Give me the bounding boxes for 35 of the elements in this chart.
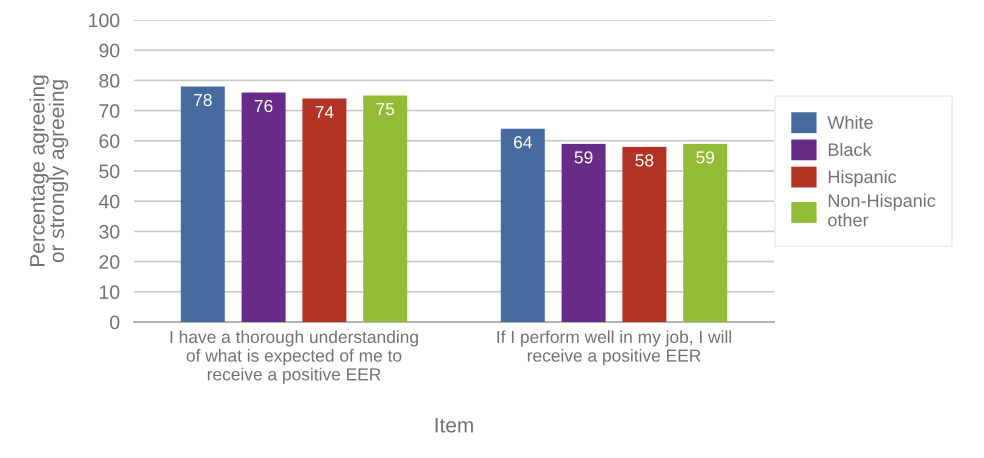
y-tick-label: 50 [99, 164, 120, 178]
data-label: 64 [514, 136, 532, 148]
x-tick-label: If I perform well in my job, I will receive a positive EER [497, 330, 732, 366]
legend-label: Non-Hispanic other [828, 194, 936, 227]
bar [180, 86, 225, 322]
y-tick-label: 90 [99, 44, 120, 58]
legend-label: Black [828, 142, 872, 156]
bar [622, 146, 666, 322]
y-tick-label: 80 [99, 74, 120, 88]
y-tick-label: 40 [98, 194, 120, 208]
data-label: 58 [635, 154, 654, 167]
data-label: 74 [316, 106, 334, 118]
legend-label: Hispanic [828, 170, 896, 187]
x-tick-label: I have a thorough understanding of what is expected of me to receive a positive EER [170, 330, 418, 384]
data-label: 75 [376, 103, 394, 116]
y-tick-label: 60 [99, 134, 120, 148]
y-tick-label: 0 [110, 315, 120, 330]
y-tick-label: 10 [100, 285, 120, 300]
bar [302, 98, 346, 322]
y-tick-label: 20 [99, 255, 120, 269]
data-label: 76 [254, 100, 272, 112]
data-label: 59 [696, 151, 714, 164]
bar [500, 128, 545, 322]
bar [363, 96, 408, 322]
bar [242, 92, 286, 322]
y-tick-label: 100 [89, 13, 120, 28]
data-label: 78 [194, 94, 212, 106]
y-tick-label: 70 [99, 104, 120, 118]
bar [683, 144, 728, 322]
data-label: 59 [574, 151, 592, 164]
bar [562, 144, 606, 322]
y-axis-title: Percentage agreeing or strongly agreeing [29, 76, 68, 266]
x-axis-title: Item [436, 418, 473, 433]
y-tick-label: 30 [99, 224, 120, 239]
legend-label: White [827, 116, 873, 129]
